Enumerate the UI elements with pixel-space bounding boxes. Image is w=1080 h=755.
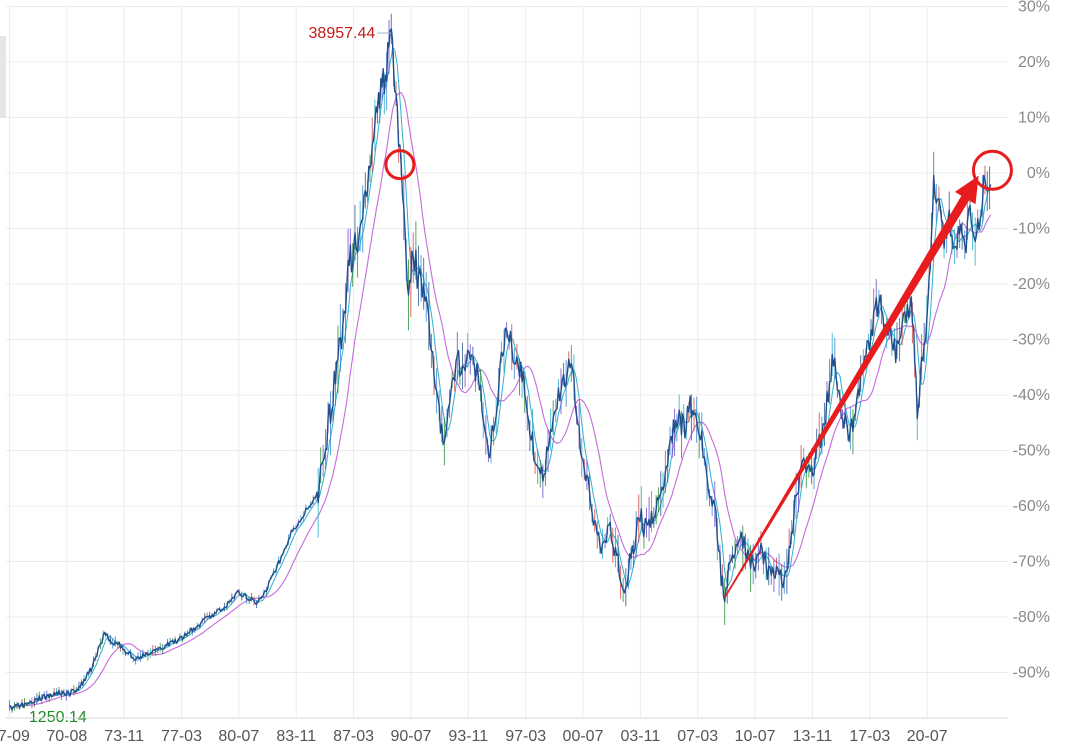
y-tick-label: 20%	[1018, 54, 1050, 71]
moving-average-long-line	[9, 92, 992, 708]
x-tick-label: 77-03	[161, 728, 202, 745]
x-tick-label: 83-11	[276, 728, 316, 745]
y-tick-label: -80%	[1013, 609, 1050, 626]
x-tick-label: 00-07	[563, 728, 604, 745]
x-tick-label: 87-03	[333, 728, 374, 745]
x-tick-label: 07-03	[677, 728, 718, 745]
moving-average-short-line	[9, 47, 992, 708]
price-line	[9, 28, 992, 711]
y-tick-label: -70%	[1013, 554, 1050, 571]
y-tick-label: 10%	[1018, 110, 1050, 127]
y-tick-label: -20%	[1013, 276, 1050, 293]
y-tick-label: -10%	[1013, 221, 1050, 238]
x-tick-label: 73-11	[104, 728, 144, 745]
x-tick-label: 93-11	[448, 728, 488, 745]
highlight-circle	[971, 149, 1013, 191]
moving-average-lines	[9, 47, 992, 708]
annotations: 38957.44 1250.14	[29, 25, 1013, 726]
peak-value-label: 38957.44	[309, 25, 376, 42]
side-panel-tab[interactable]	[0, 36, 6, 118]
y-tick-label: -30%	[1013, 332, 1050, 349]
x-tick-label: 97-03	[505, 728, 546, 745]
x-tick-label: 13-11	[793, 728, 833, 745]
x-tick-label: 03-11	[621, 728, 661, 745]
y-tick-label: -50%	[1013, 443, 1050, 460]
x-tick-label: 67-09	[0, 728, 30, 745]
y-tick-label: -40%	[1013, 387, 1050, 404]
x-tick-label: 20-07	[907, 728, 948, 745]
x-tick-label: 80-07	[218, 728, 259, 745]
x-tick-label: 17-03	[849, 728, 890, 745]
y-axis: 30% 20% 10% 0% -10% -20% -30% -40% -50% -60% -70% -…	[1013, 0, 1050, 682]
trend-arrow	[724, 175, 979, 599]
x-tick-label: 90-07	[390, 728, 431, 745]
grid-lines	[6, 6, 1008, 718]
highlight-circle	[384, 149, 416, 181]
y-tick-label: 30%	[1018, 0, 1050, 16]
x-tick-label: 10-07	[735, 728, 776, 745]
x-axis: 67-09 70-08 73-11 77-03 80-07 83-11 87-03 90-07…	[0, 717, 1008, 745]
price-series	[8, 13, 992, 713]
y-tick-label: 0%	[1027, 165, 1050, 182]
y-tick-label: -90%	[1013, 665, 1050, 682]
x-tick-label: 70-08	[46, 728, 87, 745]
y-tick-label: -60%	[1013, 498, 1050, 515]
